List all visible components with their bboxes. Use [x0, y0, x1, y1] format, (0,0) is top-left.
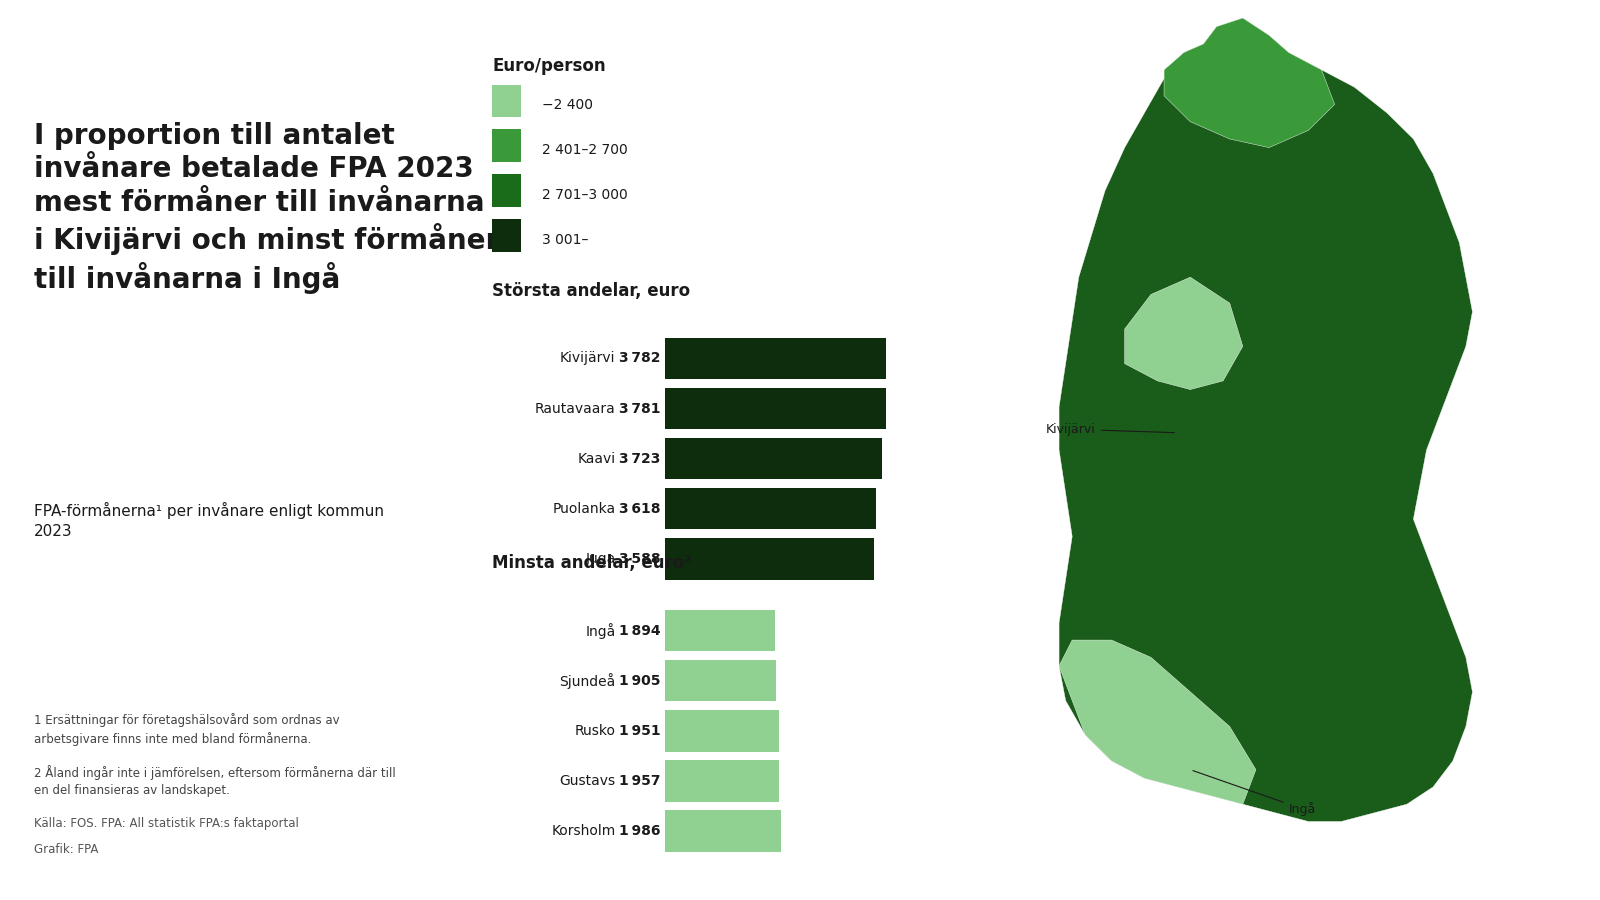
Text: 1 894: 1 894 [619, 624, 661, 637]
Text: Gustavs: Gustavs [560, 774, 616, 788]
Text: Puolanka: Puolanka [552, 502, 616, 516]
Polygon shape [1059, 640, 1256, 805]
Polygon shape [1125, 277, 1243, 390]
Text: Euro/person: Euro/person [493, 57, 606, 75]
Text: Största andelar, euro: Största andelar, euro [493, 282, 691, 300]
FancyBboxPatch shape [493, 85, 522, 117]
Text: Juga: Juga [586, 552, 616, 566]
FancyBboxPatch shape [664, 388, 886, 429]
Text: Grafik: FPA: Grafik: FPA [34, 843, 99, 856]
Text: 3 001–: 3 001– [542, 233, 589, 248]
Text: Ingå: Ingå [586, 623, 616, 639]
FancyBboxPatch shape [664, 760, 779, 802]
FancyBboxPatch shape [664, 438, 882, 480]
Polygon shape [1059, 18, 1472, 822]
Text: 1 986: 1 986 [619, 824, 661, 838]
Text: I proportion till antalet
invånare betalade FPA 2023
mest förmåner till invånarn: I proportion till antalet invånare betal… [34, 122, 499, 293]
Text: 1 951: 1 951 [619, 724, 661, 738]
Text: 1 957: 1 957 [619, 774, 661, 788]
Text: 3 781: 3 781 [619, 401, 661, 416]
FancyBboxPatch shape [493, 175, 522, 207]
Text: 2 701–3 000: 2 701–3 000 [542, 188, 627, 202]
FancyBboxPatch shape [493, 220, 522, 252]
FancyBboxPatch shape [664, 810, 781, 851]
FancyBboxPatch shape [664, 710, 779, 752]
Text: 2 Åland ingår inte i jämförelsen, eftersom förmånerna där till
en del finansiera: 2 Åland ingår inte i jämförelsen, efters… [34, 765, 395, 797]
FancyBboxPatch shape [664, 538, 874, 580]
Text: −2 400: −2 400 [542, 98, 592, 112]
Text: Ingå: Ingå [1194, 770, 1315, 816]
FancyBboxPatch shape [664, 488, 877, 529]
Text: Rusko: Rusko [574, 724, 616, 738]
Text: 1 Ersättningar för företagshälsovård som ordnas av
arbetsgivare finns inte med b: 1 Ersättningar för företagshälsovård som… [34, 714, 339, 746]
Text: 3 618: 3 618 [619, 502, 661, 516]
Text: 3 588: 3 588 [619, 552, 661, 566]
Text: Korsholm: Korsholm [550, 824, 616, 838]
Text: Kivijärvi: Kivijärvi [560, 351, 616, 365]
Text: 2 401–2 700: 2 401–2 700 [542, 143, 627, 157]
Text: Minsta andelar, euro²: Minsta andelar, euro² [493, 554, 691, 572]
FancyBboxPatch shape [664, 338, 886, 379]
Text: Kaavi: Kaavi [578, 452, 616, 465]
Text: Kivijärvi: Kivijärvi [1046, 423, 1174, 436]
FancyBboxPatch shape [664, 660, 776, 701]
Text: Rautavaara: Rautavaara [534, 401, 616, 416]
Text: 1 905: 1 905 [619, 674, 661, 688]
Text: Sjundeå: Sjundeå [558, 672, 616, 688]
Text: FPA-förmånerna¹ per invånare enligt kommun
2023: FPA-förmånerna¹ per invånare enligt komm… [34, 502, 384, 539]
Polygon shape [1165, 18, 1334, 148]
FancyBboxPatch shape [493, 130, 522, 162]
Text: 3 782: 3 782 [619, 351, 661, 365]
Text: Källa: FOS. FPA: All statistik FPA:s faktaportal: Källa: FOS. FPA: All statistik FPA:s fak… [34, 817, 299, 830]
Text: 3 723: 3 723 [619, 452, 661, 465]
FancyBboxPatch shape [664, 610, 776, 652]
